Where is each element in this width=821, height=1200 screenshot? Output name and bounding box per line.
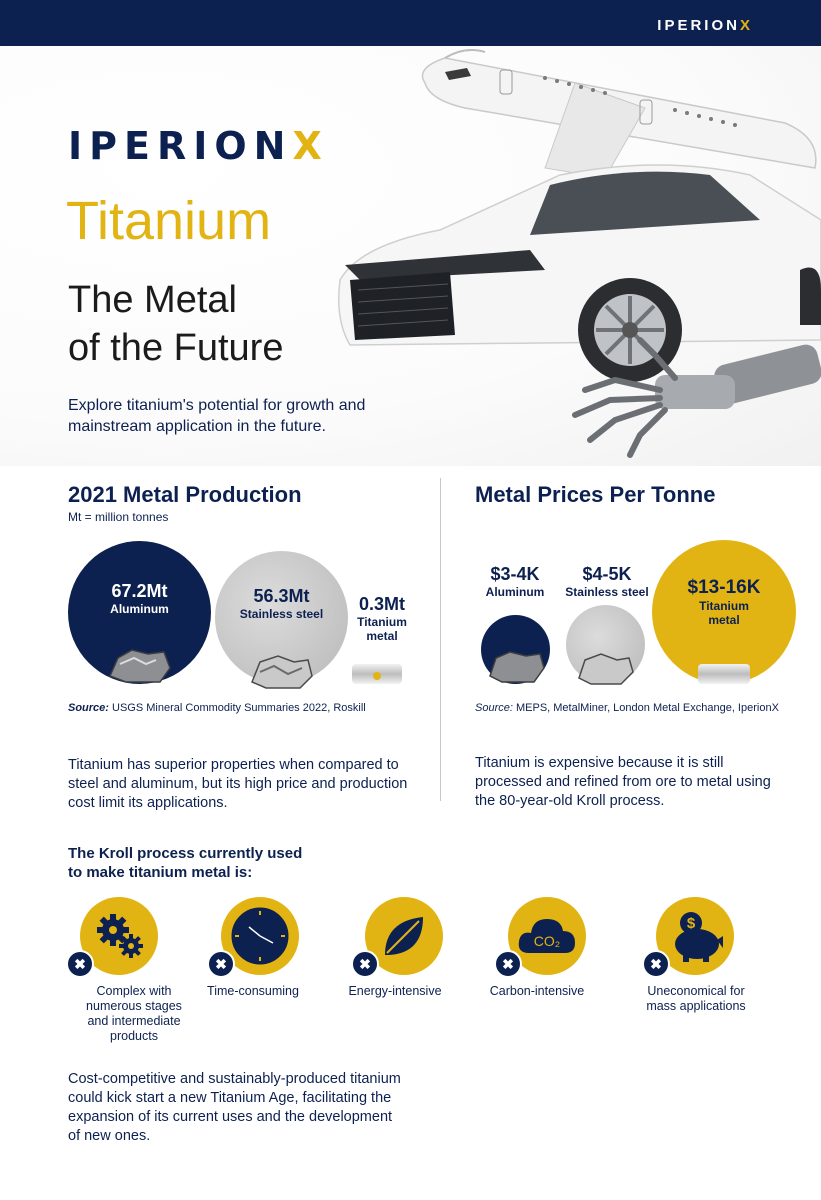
titanium-price-bar-icon (698, 664, 750, 684)
titanium-production-value: 0.3Mt (358, 594, 405, 614)
prices-body-text: Titanium is expensive because it is stil… (475, 755, 771, 809)
steel-price-text: $4-5K Stainless steel (562, 564, 652, 599)
production-body-text: Titanium has superior properties when co… (68, 757, 408, 811)
aluminum-ore-icon (108, 649, 171, 683)
titanium-price-circle: $13-16K Titanium metal (652, 540, 796, 684)
prices-heading: Metal Prices Per Tonne (475, 482, 716, 507)
airplane-illustration (421, 49, 817, 179)
clock-label: Time-consuming (207, 984, 299, 998)
production-heading: 2021 Metal Production (68, 482, 302, 507)
subtitle-line-1: The Metal (68, 279, 237, 321)
titanium-production-dot (373, 672, 381, 680)
co2-cloud-icon: CO₂ (518, 919, 575, 953)
aluminum-production-circle: 67.2Mt Aluminum (68, 541, 211, 684)
steel-ore-icon (251, 655, 313, 689)
production-source: Source: USGS Mineral Commodity Summaries… (68, 702, 366, 714)
piggy-x-badge: ✖ (642, 950, 670, 978)
top-bar (0, 0, 821, 46)
titanium-price-value: $13-16K (687, 577, 761, 598)
top-logo: IPERIONX (657, 17, 753, 34)
clock-x-badge: ✖ (207, 950, 235, 978)
aluminum-production-label: Aluminum (110, 602, 169, 616)
clock-icon (231, 907, 289, 965)
car-illustration (338, 164, 821, 382)
leaf-icon (385, 917, 423, 955)
steel-price-label: Stainless steel (565, 585, 649, 599)
section-divider (440, 478, 441, 801)
subtitle-line-2: of the Future (68, 327, 284, 369)
brand-logo: IPERIONX (68, 124, 329, 168)
piggy-label: Uneconomical for mass applications (646, 984, 746, 1013)
piggy-bank-icon: $ (675, 912, 723, 962)
gears-icon (97, 914, 143, 958)
co2-text: CO₂ (534, 933, 560, 949)
aluminum-price-label: Aluminum (485, 585, 545, 599)
leaf-label: Energy-intensive (348, 984, 442, 998)
kroll-heading: The Kroll process currently used to make… (68, 845, 303, 881)
aluminum-price-text: $3-4K Aluminum (480, 564, 550, 599)
gears-icon-circle (80, 897, 158, 975)
page-title: Titanium (66, 191, 272, 251)
leaf-x-badge: ✖ (351, 950, 379, 978)
titanium-production-label: Titanium metal (357, 615, 407, 643)
production-unit-note: Mt = million tonnes (68, 510, 169, 524)
gears-label: Complex with numerous stages and interme… (86, 984, 182, 1043)
closing-text: Cost-competitive and sustainably-produce… (68, 1071, 401, 1144)
titanium-production-text: 0.3Mt Titanium metal (352, 594, 412, 643)
aluminum-price-value: $3-4K (490, 564, 540, 584)
page-subtitle: The Metal of the Future (68, 276, 368, 372)
gears-x-badge: ✖ (66, 950, 94, 978)
co2-x-badge: ✖ (494, 950, 522, 978)
steel-price-value: $4-5K (582, 564, 632, 584)
aluminum-price-ore-icon (489, 651, 545, 683)
intro-text: Explore titanium's potential for growth … (68, 397, 366, 435)
steel-production-value: 56.3Mt (253, 586, 310, 606)
coin-dollar-text: $ (687, 915, 696, 932)
robotic-hand-illustration (572, 337, 821, 458)
aluminum-production-value: 67.2Mt (111, 581, 168, 601)
titanium-price-label: Titanium metal (699, 599, 749, 627)
prices-source: Source: MEPS, MetalMiner, London Metal E… (475, 702, 779, 714)
clock-icon-circle (221, 897, 299, 975)
steel-price-ore-icon (578, 653, 634, 685)
steel-production-label: Stainless steel (239, 607, 324, 621)
co2-label: Carbon-intensive (489, 984, 585, 998)
